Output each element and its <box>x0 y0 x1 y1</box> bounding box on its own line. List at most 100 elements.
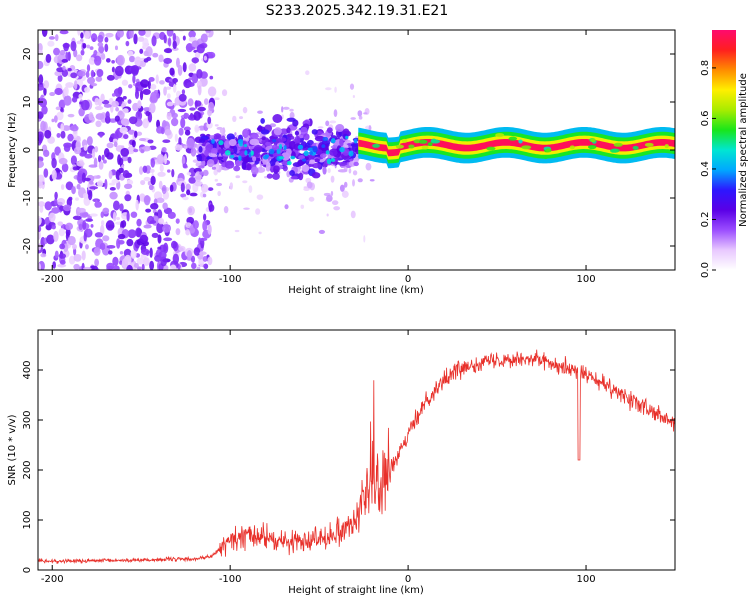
y-tick-label: 300 <box>22 410 33 429</box>
noise-blob <box>178 245 186 252</box>
sparse-blob <box>216 182 223 187</box>
cluster-blob <box>303 133 310 141</box>
cluster-hotspot <box>353 138 358 144</box>
noise-blob <box>181 156 186 166</box>
noise-blob <box>136 257 145 265</box>
noise-blob <box>145 110 151 117</box>
noise-blob <box>124 194 132 202</box>
noise-blob <box>123 248 132 258</box>
band-spot <box>609 148 619 153</box>
noise-blob <box>112 211 117 222</box>
noise-blob <box>130 250 137 259</box>
cluster-hotspot <box>224 150 231 156</box>
sparse-blob <box>317 126 324 129</box>
noise-blob <box>207 256 213 266</box>
noise-blob <box>121 220 127 228</box>
cluster-blob <box>252 156 257 162</box>
cluster-hotspot <box>211 138 215 144</box>
cluster-blob <box>266 173 273 179</box>
band-spot <box>486 146 496 151</box>
y-tick-label: 400 <box>22 360 33 379</box>
noise-blob <box>119 250 124 255</box>
cluster-blob <box>316 149 323 155</box>
noise-blob <box>159 80 165 85</box>
noise-blob <box>90 82 98 87</box>
noise-blob <box>130 211 138 219</box>
noise-blob <box>184 222 192 227</box>
noise-blob <box>48 36 56 40</box>
noise-blob <box>177 64 183 76</box>
noise-blob <box>58 157 68 165</box>
noise-blob <box>158 54 164 63</box>
noise-blob <box>111 100 119 108</box>
noise-blob <box>84 153 93 159</box>
cluster-blob <box>322 166 327 175</box>
noise-blob <box>183 112 190 119</box>
noise-blob <box>102 159 107 164</box>
noise-blob <box>89 46 94 51</box>
noise-blob <box>175 228 181 236</box>
noise-blob <box>58 228 65 237</box>
noise-blob <box>55 106 61 111</box>
band-spot <box>521 145 532 150</box>
sparse-blob <box>333 206 341 211</box>
cluster-blob <box>314 135 325 142</box>
noise-blob <box>180 182 185 193</box>
noise-blob <box>59 259 66 265</box>
noise-blob <box>109 187 116 191</box>
cluster-blob <box>233 156 240 161</box>
noise-blob <box>143 224 152 229</box>
noise-blob <box>38 225 42 233</box>
noise-blob <box>139 89 144 101</box>
cluster-hotspot <box>278 156 285 160</box>
noise-blob <box>149 260 155 270</box>
noise-blob <box>80 99 90 111</box>
noise-blob <box>185 183 191 191</box>
noise-blob <box>46 234 55 245</box>
sparse-blob <box>234 229 240 233</box>
noise-blob <box>194 180 203 187</box>
noise-blob <box>128 116 138 125</box>
noise-blob <box>193 247 201 256</box>
sparse-blob <box>326 213 329 217</box>
noise-blob <box>108 250 113 255</box>
noise-blob <box>44 129 52 139</box>
cluster-hotspot <box>290 155 296 160</box>
cluster-blob <box>250 166 259 175</box>
noise-blob <box>119 126 128 134</box>
noise-blob <box>164 129 172 136</box>
noise-blob <box>90 69 95 78</box>
cluster-blob <box>350 143 361 147</box>
cluster-blob <box>290 175 298 180</box>
noise-blob <box>186 137 195 149</box>
sparse-blob <box>333 109 338 117</box>
sparse-blob <box>363 235 366 243</box>
colorbar-label: Normalized spectral amplitude <box>738 73 749 227</box>
noise-blob <box>166 30 174 37</box>
noise-blob <box>172 83 177 93</box>
band-spot <box>545 148 552 153</box>
noise-blob <box>189 192 198 197</box>
cluster-hotspot <box>238 155 242 162</box>
noise-blob <box>197 85 202 96</box>
noise-blob <box>143 195 151 206</box>
noise-blob <box>202 193 207 198</box>
noise-blob <box>140 79 150 88</box>
noise-blob <box>137 100 142 109</box>
cluster-hotspot <box>244 150 248 156</box>
cluster-hotspot <box>312 147 318 153</box>
sparse-blob <box>242 180 248 184</box>
cluster-blob <box>298 172 304 181</box>
band-spot <box>401 138 408 143</box>
noise-blob <box>102 207 110 215</box>
cluster-hotspot <box>303 150 309 157</box>
noise-blob <box>73 263 80 270</box>
noise-blob <box>163 86 167 96</box>
noise-blob <box>76 40 83 45</box>
band-spot <box>430 138 437 143</box>
noise-blob <box>114 65 124 77</box>
band-spot <box>395 144 405 149</box>
noise-blob <box>38 160 44 168</box>
noise-blob <box>138 138 147 142</box>
noise-blob <box>133 148 139 153</box>
